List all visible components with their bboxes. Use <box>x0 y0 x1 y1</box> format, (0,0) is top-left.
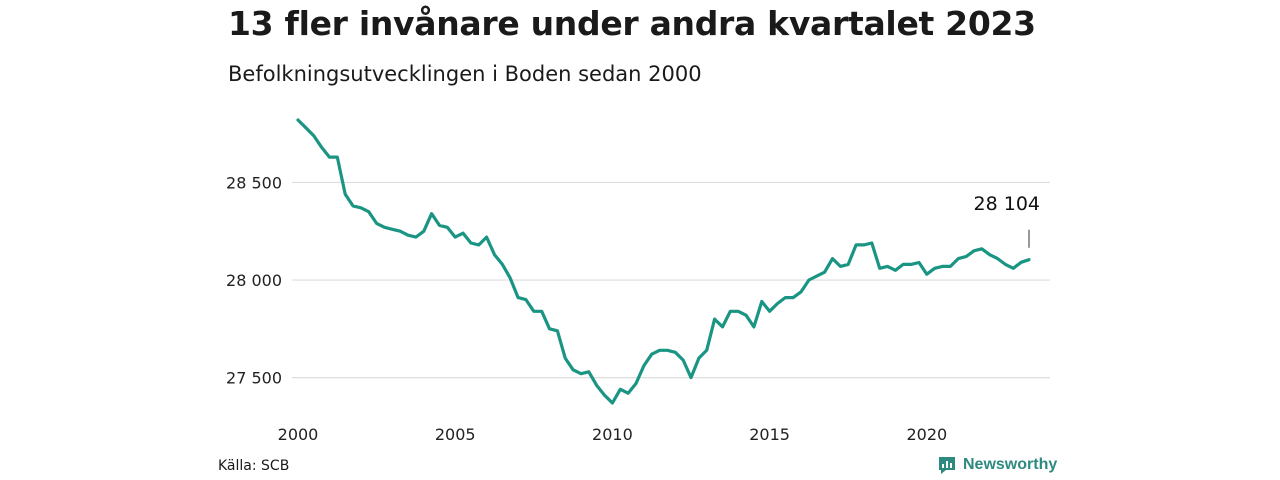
x-tick-label: 2000 <box>278 425 319 444</box>
newsworthy-logo-icon <box>939 457 955 474</box>
annotation-label: 28 104 <box>974 193 1040 215</box>
x-axis-tick-labels: 2000 2005 2010 2015 2020 <box>278 425 948 444</box>
x-tick-label: 2020 <box>906 425 947 444</box>
gridlines <box>292 181 1050 379</box>
x-tick-label: 2005 <box>435 425 476 444</box>
brand: Newsworthy <box>937 455 1057 475</box>
y-tick-label: 28 500 <box>226 173 282 192</box>
y-tick-label: 28 000 <box>226 271 282 290</box>
chart-title: 13 fler invånare under andra kvartalet 2… <box>228 4 1036 43</box>
brand-name: Newsworthy <box>963 456 1058 473</box>
annotation: 28 104 <box>974 193 1040 248</box>
data-series <box>296 118 1031 405</box>
chart-subtitle: Befolkningsutvecklingen i Boden sedan 20… <box>228 62 702 86</box>
y-tick-label: 27 500 <box>226 369 282 388</box>
x-tick-label: 2010 <box>592 425 633 444</box>
y-axis-tick-labels: 27 500 28 000 28 500 <box>226 173 282 387</box>
population-line <box>296 118 1031 405</box>
source-label: Källa: SCB <box>218 458 290 474</box>
x-tick-label: 2015 <box>749 425 790 444</box>
